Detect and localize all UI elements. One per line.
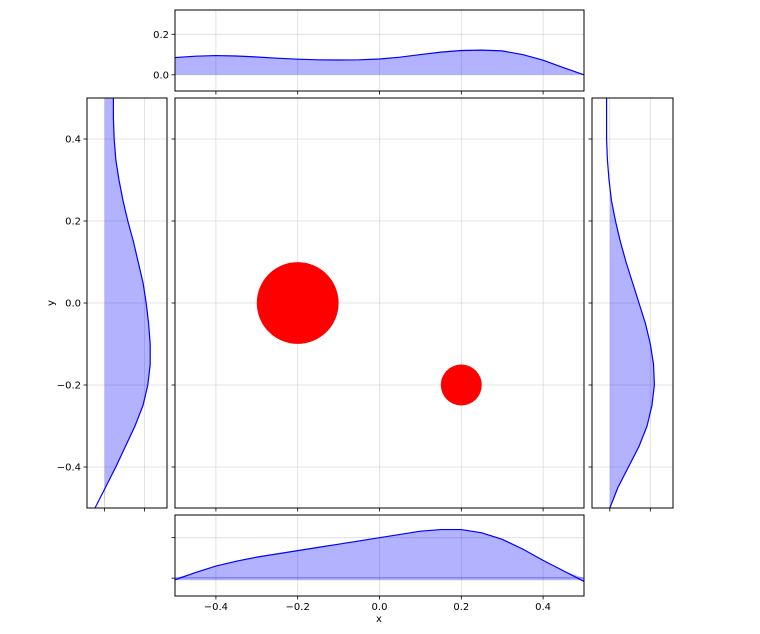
y-tick-label: −0.2 xyxy=(57,381,81,392)
right-marginal-panel xyxy=(588,97,674,512)
y-tick-label: 0.4 xyxy=(65,135,81,146)
y-tick-label: 0.2 xyxy=(65,217,81,228)
bottom-frame xyxy=(174,514,585,597)
bottom-density-curve xyxy=(174,528,585,582)
top-marginal-panel: 0.0 0.2 xyxy=(153,9,585,95)
scatter-point xyxy=(440,364,482,406)
main-frame xyxy=(174,97,585,509)
right-frame xyxy=(591,97,674,509)
right-density-curve xyxy=(605,98,655,509)
top-y-tick-label: 0.2 xyxy=(153,30,169,41)
scatter-point xyxy=(256,262,339,344)
x-axis-label: x xyxy=(376,614,382,625)
x-tick-label: −0.2 xyxy=(286,602,310,613)
left-marginal-panel: −0.4 −0.2 0.0 0.2 0.4 xyxy=(57,97,168,512)
x-tick-label: −0.4 xyxy=(204,602,228,613)
x-tick-label: 0.0 xyxy=(372,602,388,613)
x-tick-label: 0.2 xyxy=(453,602,469,613)
top-frame xyxy=(174,9,585,92)
bottom-baseline-band xyxy=(175,577,584,581)
y-tick-label: −0.4 xyxy=(57,463,81,474)
left-density-fill xyxy=(104,98,151,508)
y-tick-label: 0.0 xyxy=(65,299,81,310)
bottom-marginal-panel: −0.4 −0.2 0.0 0.2 0.4 xyxy=(171,514,585,613)
top-density-curve xyxy=(174,49,585,76)
y-axis-label: y xyxy=(46,300,57,306)
bottom-density-fill xyxy=(175,529,584,579)
top-density-fill xyxy=(175,50,584,75)
left-frame xyxy=(86,97,168,509)
left-density-curve xyxy=(94,98,151,509)
x-tick-label: 0.4 xyxy=(535,602,551,613)
main-scatter-panel xyxy=(171,97,585,512)
top-y-tick-label: 0.0 xyxy=(153,70,169,81)
right-density-fill xyxy=(609,98,655,508)
